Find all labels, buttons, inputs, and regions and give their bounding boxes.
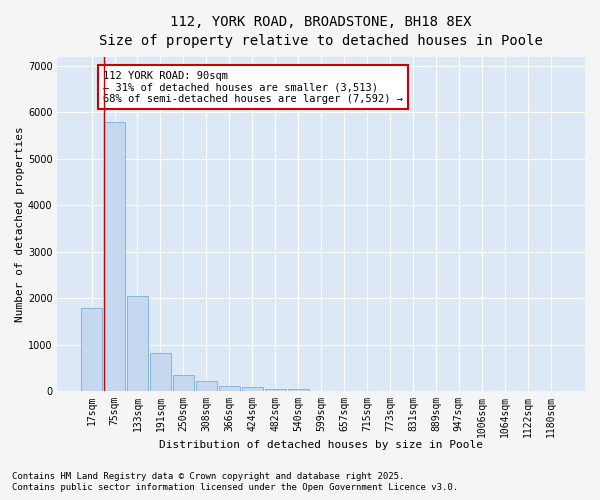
Bar (81, 308, 102, 391)
Text: 112 YORK ROAD: 90sqm
← 31% of detached houses are smaller (3,513)
68% of semi-de: 112 YORK ROAD: 90sqm ← 31% of detached h… (103, 70, 403, 104)
Bar (150, 352, 171, 391)
Bar (173, 374, 194, 391)
X-axis label: Distribution of detached houses by size in Poole: Distribution of detached houses by size … (159, 440, 483, 450)
Bar (196, 381, 217, 391)
Bar (127, 296, 148, 391)
Bar (219, 386, 239, 391)
Bar (104, 122, 125, 391)
Bar (242, 387, 263, 391)
Y-axis label: Number of detached properties: Number of detached properties (15, 126, 25, 322)
Bar (288, 389, 308, 391)
Bar (265, 389, 286, 391)
Text: Contains HM Land Registry data © Crown copyright and database right 2025.
Contai: Contains HM Land Registry data © Crown c… (12, 472, 458, 492)
Title: 112, YORK ROAD, BROADSTONE, BH18 8EX
Size of property relative to detached house: 112, YORK ROAD, BROADSTONE, BH18 8EX Siz… (99, 15, 543, 48)
